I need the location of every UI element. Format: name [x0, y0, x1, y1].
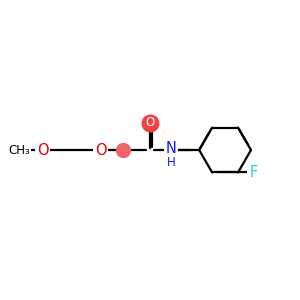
Text: O: O: [95, 142, 106, 158]
Text: N: N: [166, 141, 177, 156]
Text: F: F: [249, 165, 257, 180]
Text: O: O: [37, 142, 48, 158]
Text: CH₃: CH₃: [8, 143, 30, 157]
Text: O: O: [146, 116, 154, 129]
Text: H: H: [167, 156, 176, 169]
